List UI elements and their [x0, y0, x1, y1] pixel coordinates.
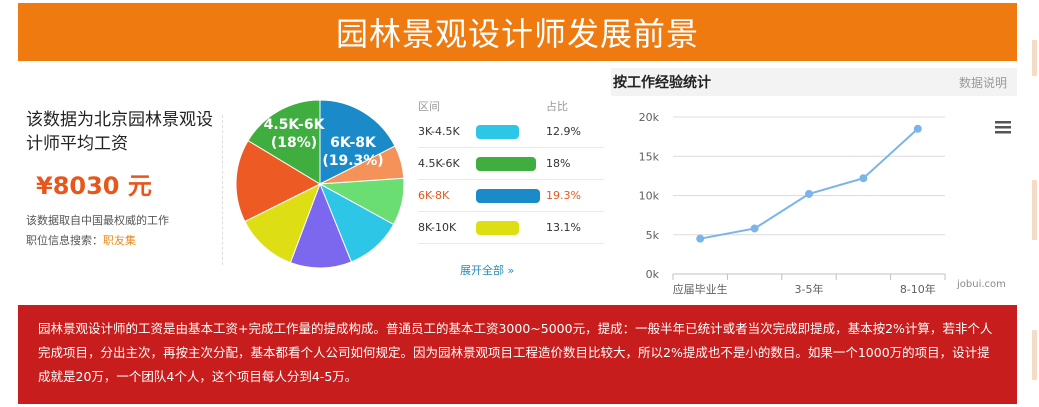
job-search-line: 职位信息搜索：职友集 [26, 231, 222, 251]
y-tick-label: 20k [639, 111, 660, 124]
y-tick-label: 10k [639, 190, 660, 203]
pie-slice [319, 99, 396, 185]
row-bar-track [476, 220, 546, 235]
pie-slice [244, 182, 321, 264]
row-range: 3K-4.5K [418, 125, 460, 138]
distribution-row[interactable]: 8K-10K 13.1% [418, 212, 604, 244]
row-bar-track [476, 156, 546, 171]
right-edge-decoration [1022, 0, 1039, 407]
average-salary-title: 该数据为北京园林景观设计师平均工资 [26, 110, 213, 154]
row-percent: 12.9% [546, 125, 581, 138]
experience-chart-header: 按工作经验统计 数据说明 [611, 68, 1017, 96]
row-bar-track [476, 124, 546, 139]
data-point[interactable] [859, 174, 868, 183]
data-point[interactable] [750, 224, 759, 233]
pie-label-pct: (18%) [271, 135, 317, 151]
data-point[interactable] [805, 189, 813, 198]
x-tick-label: 3-5年 [795, 282, 824, 296]
distribution-header: 区间 占比 [418, 98, 604, 116]
distribution-row[interactable]: 4.5K-6K 18% [418, 148, 604, 180]
series-line [700, 128, 919, 240]
column-ratio-header: 占比 [546, 100, 568, 113]
row-bar-track [476, 188, 546, 203]
y-tick-label: 15k [639, 150, 660, 163]
row-percent: 13.1% [546, 221, 581, 234]
row-percent: 19.3% [546, 189, 581, 202]
pie-slice [235, 139, 322, 223]
distribution-row[interactable]: 3K-4.5K 12.9% [418, 116, 604, 148]
data-source-note: 该数据取自中国最权威的工作 职位信息搜索：职友集 [26, 211, 222, 251]
row-percent: 18% [546, 157, 571, 170]
description-box: 园林景观设计师的工资是由基本工资+完成工作量的提成构成。普通员工的基本工资300… [18, 305, 1017, 404]
data-help-link[interactable]: 数据说明 [958, 75, 1007, 90]
job-search-label: 职位信息搜索： [26, 234, 103, 247]
experience-chart-title: 按工作经验统计 [613, 75, 711, 91]
chart-menu-icon[interactable] [995, 120, 1011, 134]
expand-all-link[interactable]: 展开全部 » [460, 264, 515, 277]
x-tick-label: 8-10年 [900, 282, 936, 296]
row-range: 8K-10K [418, 221, 457, 234]
row-bar [476, 156, 536, 171]
column-range-header: 区间 [418, 100, 440, 113]
pie-slice [289, 182, 353, 269]
average-salary-value: ¥8030 元 [36, 172, 152, 200]
y-tick-label: 0k [646, 268, 660, 281]
pie-label-name: 4.5K-6K [264, 117, 326, 133]
panel-divider [222, 115, 223, 265]
pie-slice [247, 99, 321, 185]
jobui-watermark: jobui.com [957, 279, 1006, 290]
description-text: 园林景观设计师的工资是由基本工资+完成工作量的提成构成。普通员工的基本工资300… [38, 321, 993, 384]
experience-chart-panel: 按工作经验统计 数据说明 0k 5k 10k 15k 20k 应届毕业生 3-5年 8-10年 [611, 68, 1017, 300]
row-bar [476, 188, 540, 203]
row-range: 6K-8K [418, 189, 450, 202]
salary-pie-chart: 4.5K-6K (18%) 6K-8K (19.3%) [235, 99, 405, 269]
y-tick-label: 5k [646, 229, 660, 242]
pie-label-name: 6K-8K [330, 135, 377, 151]
x-tick-label: 应届毕业生 [673, 282, 728, 296]
job-search-link[interactable]: 职友集 [103, 234, 136, 247]
pie-label-pct: (19.3%) [322, 153, 383, 169]
salary-distribution-table: 区间 占比 3K-4.5K 12.9% 4.5K-6K 18% 6K-8K 19.3% 8K… [418, 98, 604, 244]
page-title-banner: 园林景观设计师发展前景 [18, 3, 1017, 61]
row-bar [476, 220, 519, 235]
page-title: 园林景观设计师发展前景 [335, 15, 699, 53]
distribution-row[interactable]: 6K-8K 19.3% [418, 180, 604, 212]
experience-line-chart: 0k 5k 10k 15k 20k 应届毕业生 3-5年 8-10年 [639, 111, 946, 296]
data-source-text: 该数据取自中国最权威的工作 [26, 214, 169, 227]
data-point[interactable] [913, 124, 922, 133]
row-bar [476, 124, 519, 139]
average-salary-panel: 该数据为北京园林景观设计师平均工资 ¥8030 元 该数据取自中国最权威的工作 … [26, 108, 222, 251]
data-point[interactable] [696, 234, 705, 243]
row-range: 4.5K-6K [418, 157, 460, 170]
